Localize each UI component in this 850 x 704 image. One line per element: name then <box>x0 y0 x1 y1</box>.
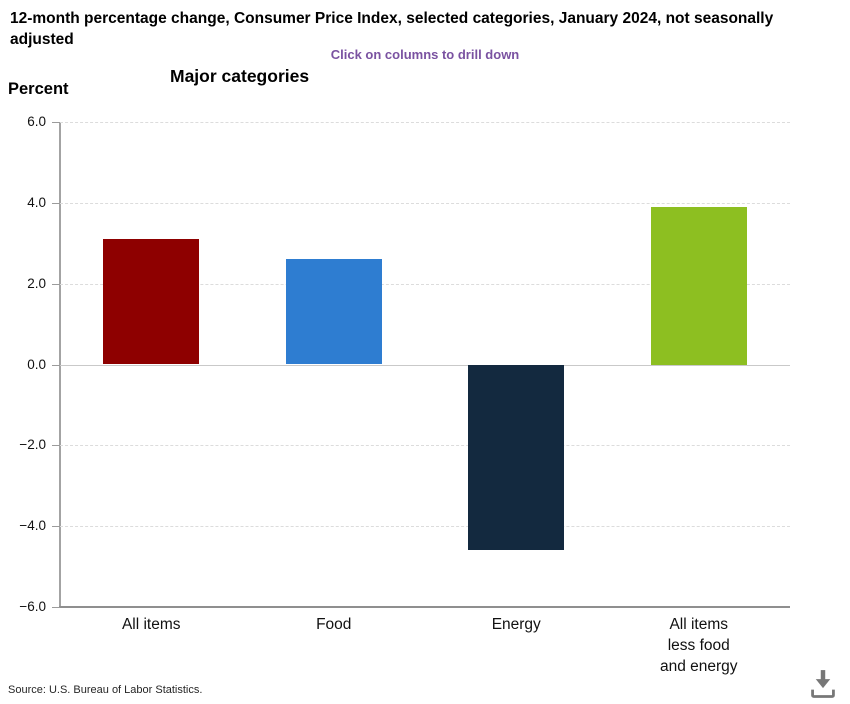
gridline <box>60 283 790 285</box>
bar-food[interactable] <box>285 259 382 365</box>
bar-all-items-less-food-and-energy[interactable] <box>650 206 747 365</box>
chart-title: Major categories <box>170 66 310 86</box>
zero-gridline <box>60 364 790 366</box>
x-axis-label-line: All items <box>669 616 729 633</box>
source-note: Source: U.S. Bureau of Labor Statistics. <box>8 684 203 696</box>
drilldown-hint: Click on columns to drill down <box>330 47 520 62</box>
x-axis-label-line: All items <box>121 616 181 633</box>
gridline <box>60 122 790 123</box>
x-axis-line <box>59 606 790 608</box>
y-tick-label: −2.0 <box>19 437 46 453</box>
download-icon <box>811 670 835 698</box>
gridline <box>60 445 790 447</box>
y-tick-mark <box>52 364 60 366</box>
bar-energy[interactable] <box>468 364 565 551</box>
page-title: 12-month percentage change, Consumer Pri… <box>10 10 774 48</box>
y-tick-mark <box>52 607 60 608</box>
y-tick-label: −6.0 <box>19 599 46 614</box>
y-tick-label: 6.0 <box>27 114 46 129</box>
y-tick-mark <box>52 445 60 447</box>
gridline <box>60 526 790 528</box>
x-axis-label-all-items: All items <box>61 614 241 635</box>
y-tick-mark <box>52 202 60 204</box>
x-axis-label-line: less food <box>667 637 730 654</box>
x-axis-label-energy: Energy <box>426 614 606 635</box>
y-axis-unit-label: Percent <box>8 80 69 98</box>
x-axis-label-all-items-less-food-and-energy: All items less food and energy <box>609 614 789 677</box>
y-tick-label: −4.0 <box>19 518 46 534</box>
x-axis-label-line: and energy <box>659 658 738 675</box>
bar-all-items[interactable] <box>103 239 200 365</box>
x-axis-label-food: Food <box>244 614 424 635</box>
x-axis-label-line: Food <box>316 616 352 633</box>
y-tick-label: 4.0 <box>27 194 46 210</box>
x-axis-label-line: Energy <box>491 616 541 633</box>
y-tick-mark <box>52 526 60 528</box>
y-tick-mark <box>52 283 60 285</box>
y-tick-mark <box>52 122 60 123</box>
y-tick-label: 0.0 <box>27 356 46 372</box>
y-tick-label: 2.0 <box>27 275 46 291</box>
download-button[interactable] <box>806 668 840 700</box>
gridline <box>60 202 790 204</box>
